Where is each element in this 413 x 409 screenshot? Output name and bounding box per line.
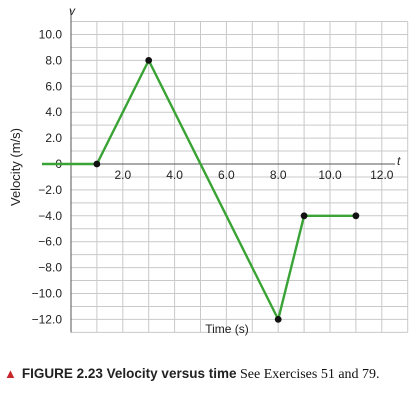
data-point (93, 160, 101, 168)
x-axis-symbol: t (397, 154, 401, 168)
y-tick-label: 2.0 (45, 131, 62, 145)
y-tick-label: 4.0 (45, 105, 62, 119)
x-tick-label: 10.0 (318, 168, 342, 182)
series (42, 57, 360, 323)
x-tick-label: 12.0 (370, 168, 394, 182)
y-axis-label: Velocity (m/s) (8, 128, 23, 206)
data-point (352, 212, 360, 220)
x-tick-label: 2.0 (114, 168, 131, 182)
y-axis-symbol: v (69, 4, 76, 18)
x-tick-label: 4.0 (166, 168, 183, 182)
y-tick-label: 8.0 (45, 53, 62, 67)
x-tick-label: 6.0 (218, 168, 235, 182)
y-tick-label: −10.0 (32, 287, 63, 301)
y-tick-label: −4.0 (38, 209, 62, 223)
axes (68, 10, 395, 333)
y-tick-label: −2.0 (38, 183, 62, 197)
y-tick-label: 10.0 (39, 28, 63, 42)
tick-labels: 2.0 4.0 6.0 8.0 10.0 12.010.08.06.04.02.00−2.… (32, 28, 394, 327)
y-tick-label: 6.0 (45, 79, 62, 93)
figure-caption: ▲ FIGURE 2.23 Velocity versus time See Ex… (4, 364, 404, 384)
y-tick-label: −12.0 (32, 312, 63, 326)
velocity-time-chart: 2.0 4.0 6.0 8.0 10.0 12.010.08.06.04.02.00−2.… (8, 4, 409, 336)
caption-text: See Exercises 51 and 79. (239, 367, 380, 382)
data-point (300, 212, 308, 220)
data-point (145, 57, 153, 64)
y-tick-label: −6.0 (38, 235, 62, 249)
y-tick-label: −8.0 (38, 261, 62, 275)
triangle-icon: ▲ (4, 366, 17, 381)
x-axis-label: Time (s) (205, 322, 249, 336)
series-line (42, 59, 356, 321)
data-point (274, 316, 282, 323)
caption-label: FIGURE 2.23 Velocity versus time (21, 366, 237, 381)
x-tick-label: 8.0 (270, 168, 287, 182)
